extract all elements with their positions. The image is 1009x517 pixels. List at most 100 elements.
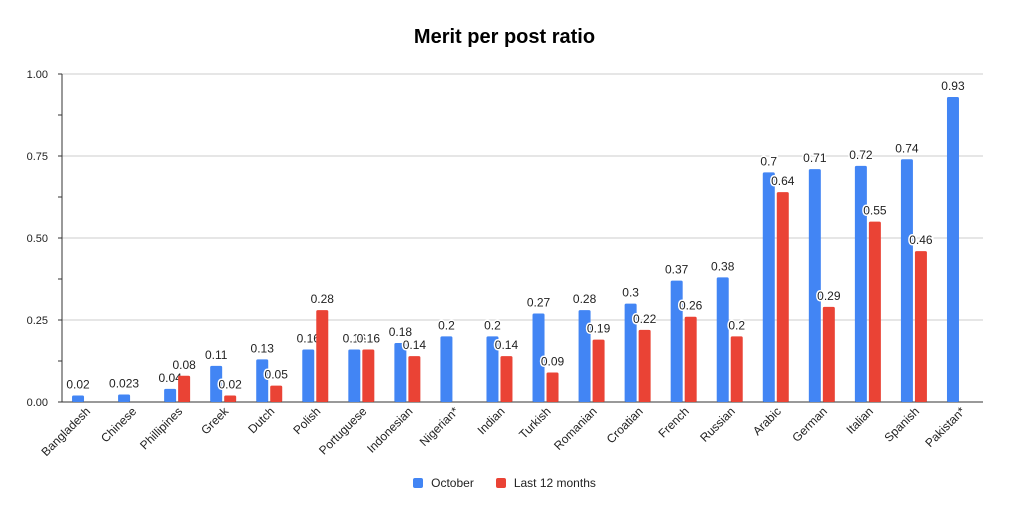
bar-october [210,365,223,402]
data-label: 0.2 [728,318,745,332]
bar-october [440,336,453,402]
x-tick-label: Chinese [98,404,139,445]
data-label: 0.29 [817,289,841,303]
data-label: 0.74 [895,141,919,155]
bar-last-12-months [408,356,421,402]
x-tick-label: Croatian [604,404,646,446]
bar-last-12-months [914,251,927,402]
bar-october [854,165,867,402]
data-label: 0.09 [541,354,565,368]
bar-october [486,336,499,402]
x-tick-label: Phillipines [137,404,185,452]
bar-october [118,394,131,402]
y-tick-label: 0.75 [27,151,48,163]
bar-last-12-months [592,339,605,402]
y-tick-label: 0.50 [27,233,48,245]
y-tick-label: 0.00 [27,397,48,409]
data-label: 0.22 [633,312,657,326]
data-label: 0.55 [863,204,887,218]
data-label: 0.11 [205,348,228,362]
x-tick-label: Turkish [516,404,553,441]
bar-october [532,313,545,402]
bar-last-12-months [546,372,559,402]
bar-october [670,280,683,402]
data-label: 0.93 [941,79,965,93]
bar-october [164,388,177,402]
data-label: 0.27 [527,295,551,309]
bar-october [900,159,913,402]
x-tick-label: Romanian [551,404,600,453]
bar-october [716,277,729,402]
data-label: 0.14 [495,338,519,352]
bar-last-12-months [362,349,375,402]
bar-october [946,96,959,403]
data-label: 0.13 [251,341,275,355]
bar-october [762,172,775,402]
bar-october [808,169,821,402]
chart-title: Merit per post ratio [413,26,596,48]
data-label: 0.26 [679,299,703,313]
bar-last-12-months [224,395,237,402]
y-tick-label: 0.25 [27,315,48,327]
x-tick-label: Bangladesh [38,404,93,459]
data-label: 0.05 [265,368,289,382]
data-label: 0.02 [66,377,90,391]
data-label: 0.28 [311,292,335,306]
bar-last-12-months [638,329,651,402]
legend-item-october: October [413,476,474,490]
bar-october [256,359,269,402]
data-label: 0.2 [438,318,455,332]
data-label: 0.023 [109,376,139,390]
legend-swatch-last-12-months [495,478,506,488]
bar-october [394,342,407,402]
x-tick-label: Greek [198,404,232,438]
data-label: 0.37 [665,263,689,277]
bar-october [302,349,315,402]
legend-swatch-october [413,478,424,488]
data-label: 0.38 [711,259,735,273]
bar-last-12-months [500,356,513,402]
x-tick-label: Spanish [881,404,922,445]
data-label: 0.02 [218,377,242,391]
x-tick-label: Dutch [245,404,277,436]
data-label: 0.16 [297,332,321,346]
bar-last-12-months [316,310,329,402]
x-tick-label: Italian [843,404,876,437]
x-tick-label: Polish [290,404,323,437]
bar-last-12-months [730,336,743,402]
x-tick-label: French [655,404,691,440]
data-label: 0.28 [573,292,597,306]
bar-october [624,303,637,402]
data-label: 0.2 [484,318,501,332]
bar-october [348,349,361,402]
data-label: 0.46 [909,233,933,247]
data-label: 0.71 [803,151,827,165]
data-label: 0.08 [172,358,196,372]
legend-label-october: October [431,476,474,490]
x-tick-label: Portuguese [316,404,370,458]
legend-label-last-12-months: Last 12 months [513,476,596,490]
data-label: 0.16 [343,332,367,346]
x-tick-label: Nigerian* [417,404,462,449]
data-label: 0.14 [403,338,427,352]
x-tick-label: Pakistan* [922,404,968,450]
bar-last-12-months [270,385,283,402]
x-tick-label: Arabic [750,404,784,438]
data-label: 0.18 [389,325,413,339]
x-tick-label: German [789,404,830,445]
data-label: 0.64 [771,174,795,188]
legend-item-last-12-months: Last 12 months [495,476,596,490]
data-label: 0.3 [622,286,639,300]
data-label: 0.04 [158,371,182,385]
data-label: 0.19 [587,322,611,336]
data-label: 0.7 [760,154,777,168]
bar-last-12-months [178,375,191,402]
x-tick-label: Indian [475,404,508,437]
bar-last-12-months [776,192,789,402]
bar-last-12-months [684,316,697,402]
bar-october [72,395,85,402]
bar-last-12-months [822,306,835,402]
y-tick-label: 1.00 [27,69,48,81]
